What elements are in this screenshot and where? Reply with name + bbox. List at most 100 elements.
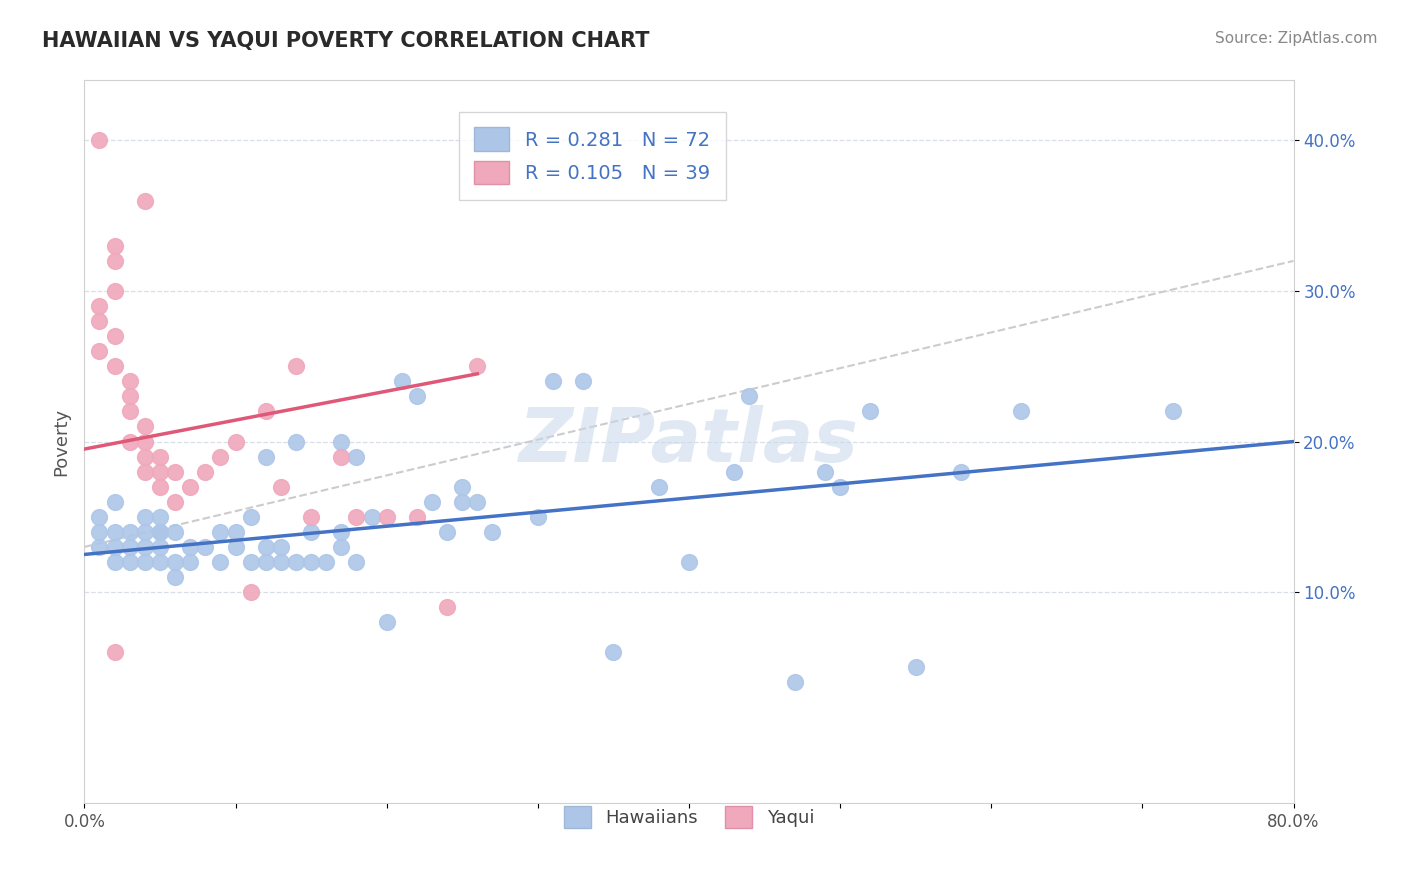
Point (104, 555, 127, 569)
Point (149, 524, 172, 539)
Point (299, 524, 322, 539)
Point (179, 540, 201, 554)
Point (859, 404, 882, 418)
Point (165, 555, 187, 569)
Point (149, 509, 172, 524)
Point (194, 465, 217, 479)
Point (270, 555, 292, 569)
Point (104, 494, 127, 508)
Point (451, 480, 474, 494)
Point (950, 465, 973, 479)
Point (375, 615, 398, 630)
Point (723, 465, 745, 479)
Point (89, 133, 111, 147)
Point (1161, 404, 1184, 418)
Point (239, 555, 262, 569)
Point (104, 359, 127, 374)
Point (436, 600, 458, 615)
Point (239, 509, 262, 524)
Point (572, 374, 595, 388)
Point (270, 480, 292, 494)
Point (134, 555, 156, 569)
Point (1011, 404, 1033, 418)
Point (346, 555, 368, 569)
Point (118, 389, 141, 403)
Point (104, 329, 127, 343)
Point (179, 555, 201, 569)
Point (149, 450, 172, 464)
Point (89, 314, 111, 328)
Point (239, 585, 262, 599)
Point (149, 540, 172, 554)
Point (118, 555, 141, 569)
Point (254, 555, 277, 569)
Point (134, 524, 156, 539)
Point (89, 344, 111, 359)
Point (830, 480, 852, 494)
Point (783, 675, 806, 690)
Point (165, 465, 187, 479)
Point (420, 494, 443, 508)
Point (209, 524, 232, 539)
Point (104, 540, 127, 554)
Point (134, 509, 156, 524)
Point (165, 494, 187, 508)
Point (209, 450, 232, 464)
Point (285, 555, 308, 569)
Point (315, 555, 337, 569)
Text: ZIPatlas: ZIPatlas (519, 405, 859, 478)
Text: Source: ZipAtlas.com: Source: ZipAtlas.com (1215, 31, 1378, 46)
Point (346, 509, 368, 524)
Point (330, 524, 353, 539)
Point (254, 404, 277, 418)
Point (678, 555, 700, 569)
Point (104, 284, 127, 298)
Point (149, 524, 172, 539)
Point (436, 524, 458, 539)
Point (225, 524, 247, 539)
Point (904, 660, 927, 674)
Point (89, 509, 111, 524)
Point (738, 389, 761, 403)
Point (104, 253, 127, 268)
Point (134, 434, 156, 449)
Point (179, 480, 201, 494)
Point (285, 359, 308, 374)
Point (467, 359, 489, 374)
Point (602, 645, 624, 659)
Point (346, 450, 368, 464)
Point (118, 404, 141, 418)
Point (89, 299, 111, 313)
Point (254, 450, 277, 464)
Point (149, 555, 172, 569)
Point (541, 374, 564, 388)
Y-axis label: Poverty: Poverty (52, 408, 70, 475)
Point (104, 524, 127, 539)
Point (134, 465, 156, 479)
Point (527, 509, 550, 524)
Point (165, 524, 187, 539)
Point (299, 555, 322, 569)
Point (118, 540, 141, 554)
Point (451, 494, 474, 508)
Point (360, 509, 382, 524)
Point (225, 434, 247, 449)
Point (648, 480, 671, 494)
Point (406, 389, 429, 403)
Point (134, 419, 156, 434)
Point (814, 465, 837, 479)
Point (299, 509, 322, 524)
Point (209, 555, 232, 569)
Point (467, 494, 489, 508)
Point (118, 524, 141, 539)
Point (194, 540, 217, 554)
Point (149, 480, 172, 494)
Point (89, 540, 111, 554)
Point (134, 450, 156, 464)
Point (481, 524, 503, 539)
Point (375, 509, 398, 524)
Point (254, 540, 277, 554)
Point (118, 434, 141, 449)
Point (330, 450, 353, 464)
Point (149, 465, 172, 479)
